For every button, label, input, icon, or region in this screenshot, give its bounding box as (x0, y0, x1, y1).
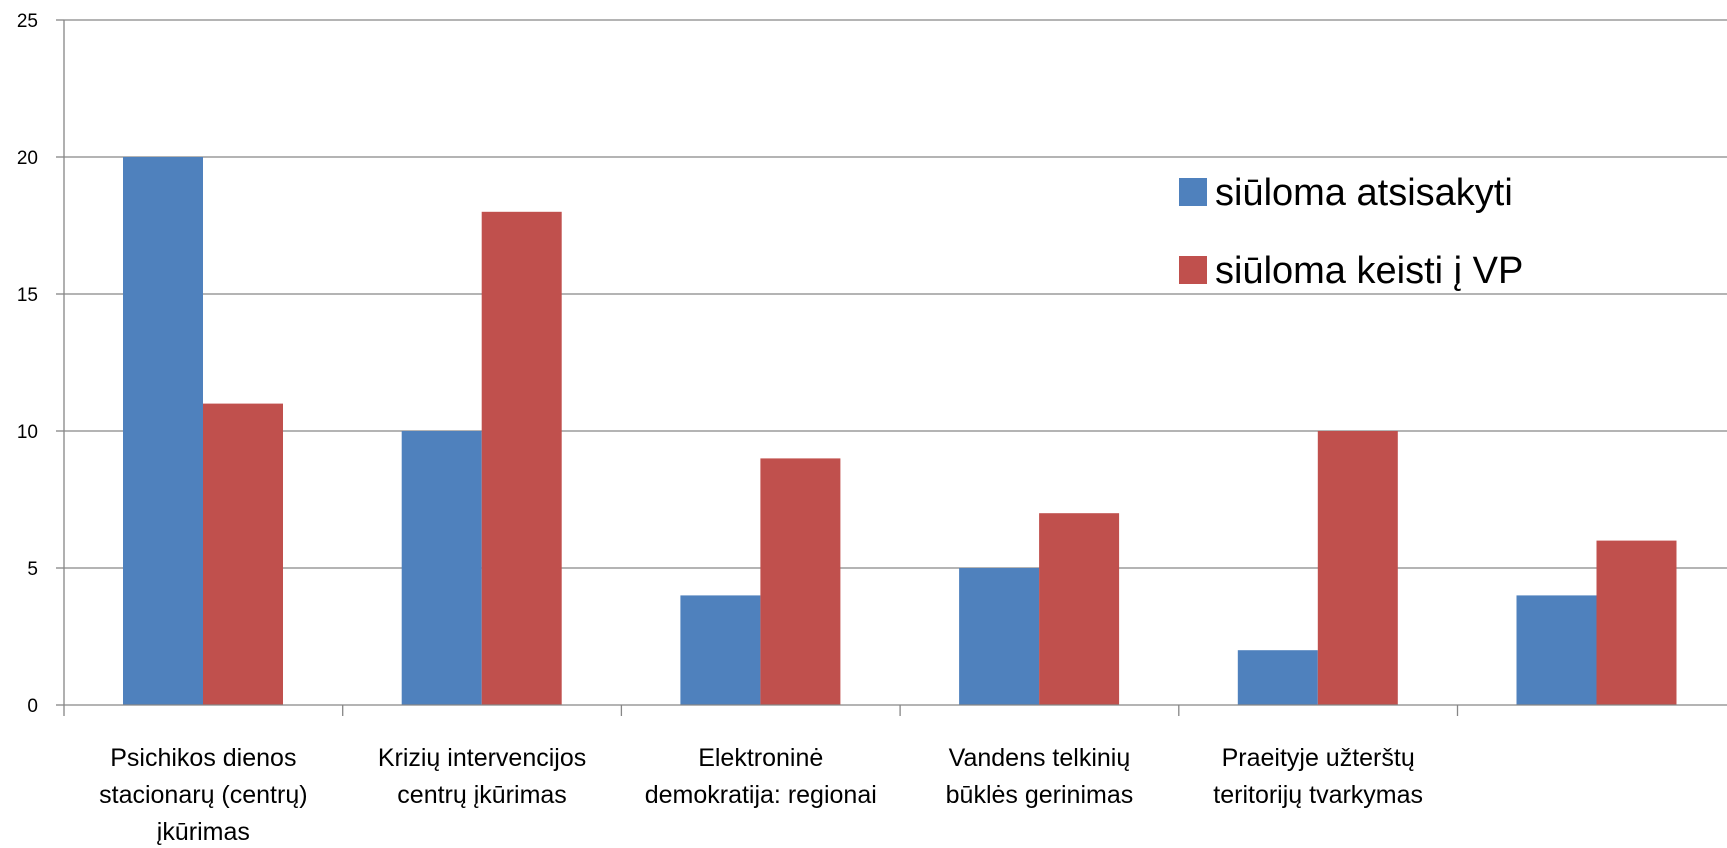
bars (123, 157, 1677, 706)
category-label-line: teritorijų tvarkymas (1213, 781, 1423, 809)
bar-series2-cat5 (1317, 431, 1398, 705)
category-label-line: stacionarų (centrų) (99, 781, 307, 809)
bar-series1-cat3 (680, 595, 761, 705)
bar-series1-cat4 (959, 568, 1040, 705)
category-label: Elektroninė demokratija: regionai (645, 744, 877, 809)
category-label-line: būklės gerinimas (946, 781, 1134, 809)
y-tick-label: 20 (17, 148, 38, 169)
legend: siūloma atsisakyti siūloma keisti į VP (1179, 172, 1523, 292)
bar-series2-cat2 (481, 211, 562, 706)
category-label-line: Psichikos dienos (110, 744, 296, 772)
gridlines (64, 19, 1727, 569)
legend-label: siūloma atsisakyti (1215, 172, 1513, 214)
category-label: Krizių intervencijos centrų įkūrimas (378, 744, 586, 809)
y-tick-label: 5 (27, 559, 38, 580)
category-labels: Psichikos dienos stacionarų (centrų) įkūri… (99, 744, 1423, 846)
category-label: Psichikos dienos stacionarų (centrų) įkūri… (99, 744, 307, 846)
category-label-line: įkūrimas (157, 818, 250, 846)
legend-label: siūloma keisti į VP (1215, 250, 1523, 292)
category-label-line: Vandens telkinių (949, 744, 1131, 772)
legend-swatch (1179, 256, 1207, 284)
category-label: Praeityje užterštų teritorijų tvarkymas (1213, 744, 1423, 809)
bar-series2-cat3 (760, 458, 841, 705)
bar-series2-cat6 (1596, 540, 1677, 705)
bar-series1-cat2 (401, 431, 482, 705)
y-tick-label: 0 (27, 696, 38, 717)
legend-swatch (1179, 178, 1207, 206)
bar-series1-cat5 (1237, 650, 1318, 705)
y-tick-label: 15 (17, 285, 38, 306)
category-label-line: Krizių intervencijos (378, 744, 586, 772)
bar-series1-cat1 (123, 157, 203, 705)
bar-series1-cat6 (1516, 595, 1597, 705)
y-tick-labels: 0 5 10 15 20 25 (17, 11, 38, 717)
category-label-line: demokratija: regionai (645, 781, 877, 809)
category-label-line: Praeityje užterštų (1222, 744, 1415, 772)
category-label-line: Elektroninė (698, 744, 823, 772)
y-tick-label: 25 (17, 11, 38, 32)
bar-series2-cat1 (203, 403, 283, 705)
category-label: Vandens telkinių būklės gerinimas (946, 744, 1134, 809)
axes (56, 19, 1727, 716)
bar-series2-cat4 (1039, 513, 1120, 705)
y-tick-label: 10 (17, 422, 38, 443)
category-label-line: centrų įkūrimas (397, 781, 567, 809)
